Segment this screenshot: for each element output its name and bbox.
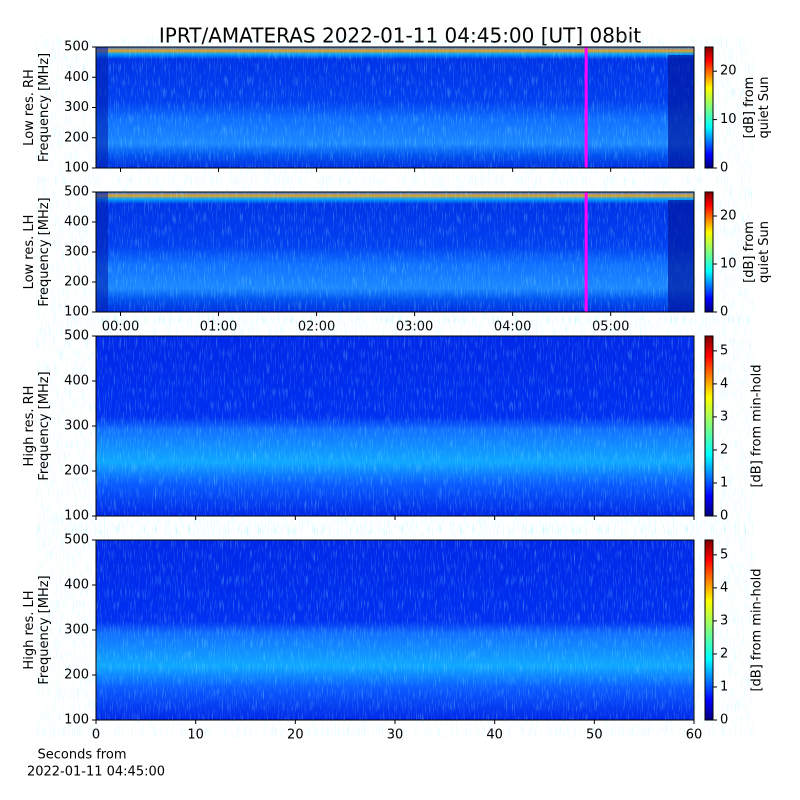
colorbar-label: [dB] from min-hold (750, 364, 765, 487)
y-tick-label: 500 (64, 40, 89, 55)
y-tick-label: 100 (64, 161, 89, 176)
x-tick-label: 05:00 (592, 320, 629, 335)
colorbar-tick-label: 5 (720, 547, 728, 562)
x-tick-label: 03:00 (396, 320, 433, 335)
y-tick-label: 400 (64, 578, 89, 593)
colorbar-tick-label: 5 (720, 343, 728, 358)
colorbar-tick-label: 1 (720, 679, 728, 694)
colorbar-tick-label: 0 (720, 509, 728, 524)
y-tick-label: 500 (64, 185, 89, 200)
colorbar (704, 191, 714, 313)
colorbar-label: [dB] from min-hold (750, 568, 765, 691)
colorbar-tick-label: 1 (720, 475, 728, 490)
y-tick-label: 300 (64, 623, 89, 638)
y-tick-label: 200 (64, 275, 89, 290)
colorbar (704, 46, 714, 169)
x-axis-label: 2022-01-11 04:45:00 (27, 765, 165, 780)
x-tick-label: 10 (187, 728, 204, 743)
dead-band (96, 192, 108, 312)
colorbar-label: [dB] from (742, 77, 757, 139)
colorbar-label: quiet Sun (757, 76, 772, 138)
y-tick-label: 500 (64, 533, 89, 548)
x-tick-label: 01:00 (200, 320, 237, 335)
colorbar-tick-label: 4 (720, 376, 728, 391)
spectrogram-texture (96, 47, 694, 168)
colorbar-tick-label: 0 (720, 305, 728, 320)
chart-title: IPRT/AMATERAS 2022-01-11 04:45:00 [UT] 0… (159, 24, 641, 48)
colorbar-tick-label: 10 (720, 112, 737, 127)
y-tick-label: 100 (64, 713, 89, 728)
dead-band (668, 200, 694, 312)
x-tick-label: 40 (486, 728, 503, 743)
y-tick-label: 200 (64, 464, 89, 479)
colorbar (704, 539, 714, 721)
y-tick-label: 400 (64, 70, 89, 85)
y-axis-label: Frequency [MHz] (37, 53, 52, 162)
y-tick-label: 400 (64, 374, 89, 389)
y-tick-label: 300 (64, 245, 89, 260)
colorbar-tick-label: 3 (720, 613, 728, 628)
colorbar-tick-label: 20 (720, 209, 737, 224)
y-axis-label: High res. RH (22, 386, 37, 467)
x-tick-label: 60 (686, 728, 703, 743)
colorbar-label: [dB] from (742, 221, 757, 283)
x-tick-label: 50 (586, 728, 603, 743)
y-tick-label: 100 (64, 305, 89, 320)
y-axis-label: Low res. LH (22, 215, 37, 290)
y-tick-label: 300 (64, 100, 89, 115)
y-axis-label: Frequency [MHz] (37, 197, 52, 306)
x-axis-label: Seconds from (37, 748, 126, 763)
x-tick-label: 00:00 (102, 320, 139, 335)
dead-band (96, 47, 108, 168)
y-tick-label: 200 (64, 668, 89, 683)
colorbar-tick-label: 20 (720, 64, 737, 79)
colorbar-tick-label: 3 (720, 409, 728, 424)
colorbar (704, 335, 714, 517)
y-tick-label: 400 (64, 215, 89, 230)
spectrogram-texture (96, 336, 694, 516)
y-axis-label: Low res. RH (22, 69, 37, 146)
colorbar-tick-label: 0 (720, 161, 728, 176)
x-tick-label: 02:00 (298, 320, 335, 335)
y-tick-label: 200 (64, 130, 89, 145)
spectrogram-texture (96, 540, 694, 720)
y-axis-label: High res. LH (22, 590, 37, 669)
colorbar-tick-label: 2 (720, 442, 728, 457)
x-tick-label: 20 (287, 728, 304, 743)
x-tick-label: 30 (387, 728, 404, 743)
colorbar-tick-label: 0 (720, 713, 728, 728)
y-tick-label: 300 (64, 419, 89, 434)
colorbar-tick-label: 10 (720, 257, 737, 272)
y-tick-label: 500 (64, 329, 89, 344)
y-tick-label: 100 (64, 509, 89, 524)
dead-band (668, 55, 694, 168)
colorbar-tick-label: 2 (720, 646, 728, 661)
spectrogram-texture (96, 192, 694, 312)
x-tick-label: 04:00 (494, 320, 531, 335)
y-axis-label: Frequency [MHz] (37, 371, 52, 480)
colorbar-tick-label: 4 (720, 580, 728, 595)
y-axis-label: Frequency [MHz] (37, 575, 52, 684)
colorbar-label: quiet Sun (757, 221, 772, 283)
x-tick-label: 0 (92, 728, 100, 743)
